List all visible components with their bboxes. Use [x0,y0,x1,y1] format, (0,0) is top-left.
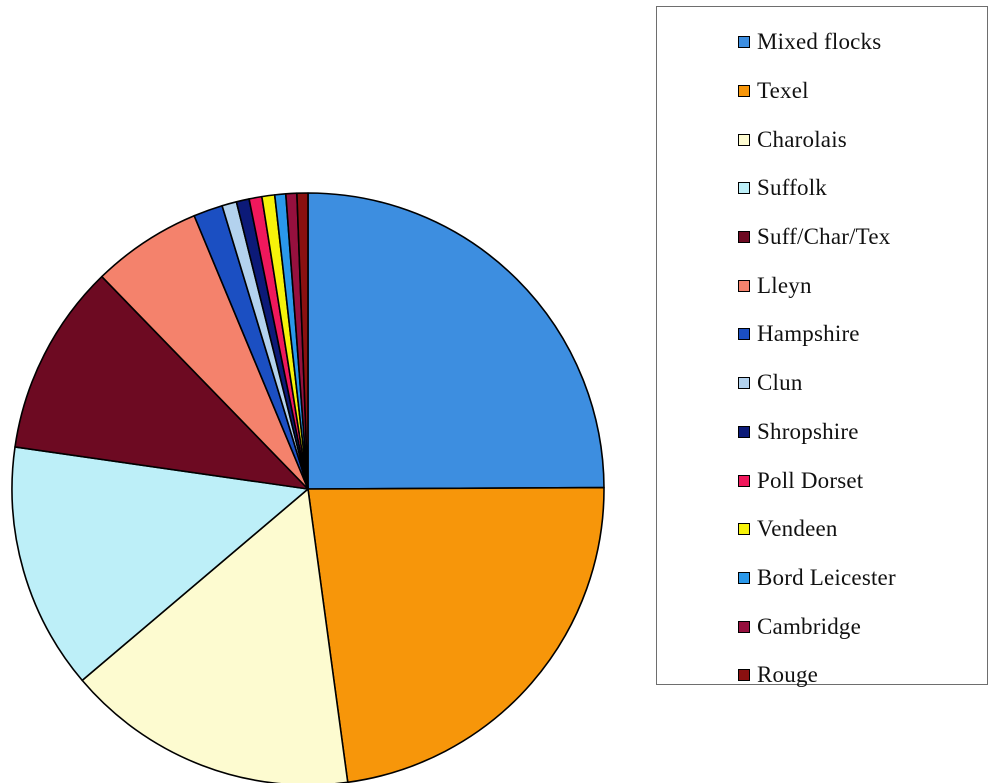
pie-slice-mixed-flocks [307,192,605,490]
pie-slice-texel [307,486,605,783]
legend-swatch [738,231,750,244]
legend-label: Cambridge [757,613,861,639]
legend-swatch [738,523,750,536]
legend-swatch [738,669,750,682]
legend-swatch [738,133,750,146]
legend-label: Charolais [757,126,847,152]
legend-item-vendeen: Vendeen [657,505,987,554]
pie-slice-charolais [81,488,349,783]
legend-swatch [738,328,750,341]
legend-item-suff-char-tex: Suff/Char/Tex [657,213,987,262]
legend-swatch [738,474,750,487]
legend-item-lleyn: Lleyn [657,261,987,310]
legend-swatch [738,182,750,195]
pie-chart [11,192,605,783]
legend-swatch [738,36,750,49]
pie-slices [11,192,605,783]
legend-item-clun: Clun [657,359,987,408]
legend-label: Lleyn [757,272,812,298]
legend-label: Shropshire [757,418,859,444]
legend-swatch [738,279,750,292]
pie-slice-suffolk [11,446,309,682]
legend-swatch [738,377,750,390]
legend-item-poll-dorset: Poll Dorset [657,456,987,505]
legend-item-texel: Texel [657,67,987,116]
legend-label: Suffolk [757,175,827,201]
legend-item-charolais: Charolais [657,115,987,164]
legend-swatch [738,425,750,438]
legend-item-bord-leicester: Bord Leicester [657,554,987,603]
pie-slice-rouge [296,192,309,490]
legend-swatch [738,571,750,584]
pie-slice-suff-char-tex [14,275,309,490]
legend-label: Rouge [757,662,819,688]
legend-label: Vendeen [757,516,838,542]
legend-label: Bord Leicester [757,564,896,590]
legend-items: Mixed flocks Texel Charolais Suffolk Suff/Ch… [657,18,987,700]
legend-item-shropshire: Shropshire [657,408,987,457]
legend-item-hampshire: Hampshire [657,310,987,359]
chart-legend: Mixed flocks Texel Charolais Suffolk Suff/Ch… [656,6,988,687]
legend-label: Texel [757,78,809,104]
legend-label: Mixed flocks [757,29,882,55]
legend-label: Poll Dorset [757,467,864,493]
legend-label: Suff/Char/Tex [757,224,891,250]
legend-item-suffolk: Suffolk [657,164,987,213]
legend-swatch [738,85,750,98]
legend-item-cambridge: Cambridge [657,602,987,651]
legend-item-rouge: Rouge [657,651,987,700]
legend-label: Clun [757,370,803,396]
legend-label: Hampshire [757,321,860,347]
legend-item-mixed-flocks: Mixed flocks [657,18,987,67]
legend-swatch [738,620,750,633]
